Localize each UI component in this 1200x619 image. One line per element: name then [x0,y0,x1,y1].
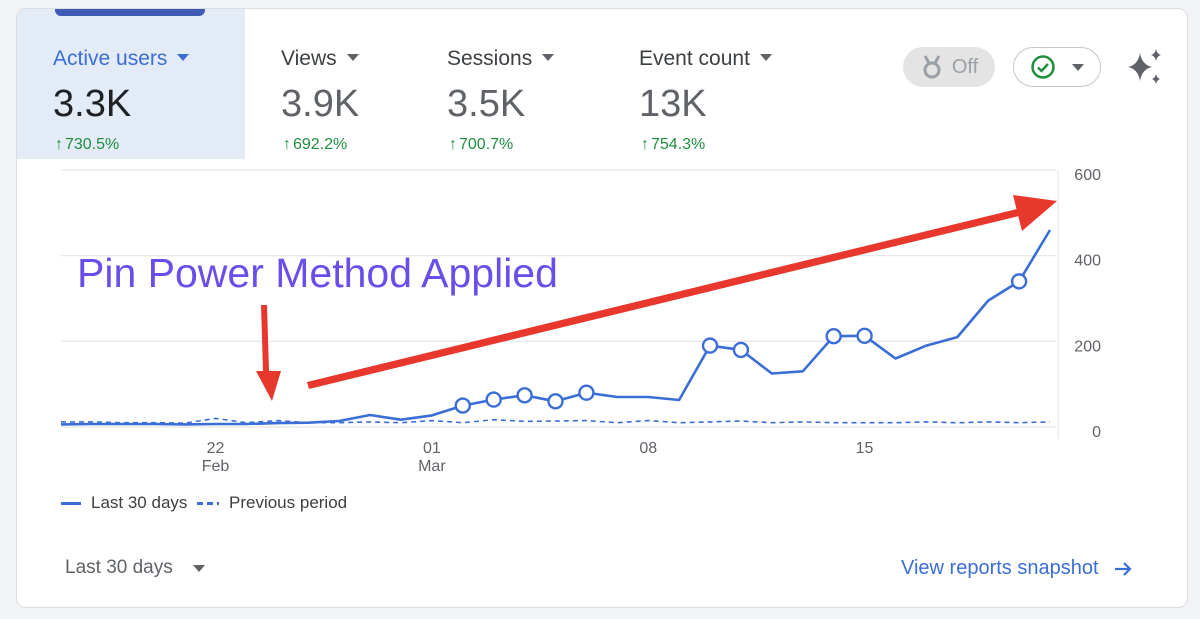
metric-value: 3.5K [447,83,526,125]
sparkle-icon[interactable] [1125,47,1165,87]
metric-tab-sessions[interactable]: Sessions 3.5K ↑ 700.7% [415,9,605,159]
arrow-up-icon: ↑ [55,136,63,153]
x-tick-month-label: Feb [202,458,230,475]
metric-change: ↑ 730.5% [55,136,120,153]
y-tick-label: 0 [1092,424,1101,441]
solid-line-swatch [61,501,81,505]
annotation-trend-arrow-shaft [307,209,1019,389]
metric-label: Active users [53,47,190,71]
metric-tab-views[interactable]: Views 3.9K ↑ 692.2% [245,9,415,159]
link-label: View reports snapshot [901,557,1099,579]
data-point-marker [516,387,533,404]
metric-tab-event-count[interactable]: Event count 13K ↑ 754.3% [605,9,805,159]
metric-value: 3.9K [281,83,360,125]
chevron-down-icon [542,53,555,61]
award-medal-icon [923,55,941,79]
arrow-up-icon: ↑ [449,136,457,153]
data-point-marker [856,327,873,344]
benchmark-toggle[interactable]: Off [903,47,995,87]
data-point-marker [485,391,502,408]
metric-change: ↑ 700.7% [449,136,514,153]
view-reports-snapshot-link[interactable]: View reports snapshot [901,557,1133,580]
legend-item-previous[interactable]: Previous period [197,493,347,513]
arrow-right-icon [1114,561,1132,576]
x-tick-label: 15 [856,440,874,457]
annotation-text: Pin Power Method Applied [77,250,558,296]
series-line-previous-period [61,417,1051,424]
data-point-marker [701,337,719,354]
date-range-dropdown[interactable]: Last 30 days [65,557,205,579]
x-tick-label: 22 [207,440,225,457]
y-tick-label: 600 [1074,167,1101,184]
data-point-marker [547,393,564,410]
metric-change: ↑ 692.2% [283,136,348,153]
metric-tab-active-users[interactable]: Active users 3.3K ↑ 730.5% [17,9,245,159]
x-tick-month-label: Mar [418,458,446,475]
chevron-down-icon [177,53,190,61]
data-point-marker [732,341,750,359]
arrow-up-icon: ↑ [641,136,649,153]
analytics-card: Active users 3.3K ↑ 730.5% Views 3.9K ↑ 69… [16,8,1188,608]
toggle-label: Off [951,55,979,78]
active-tab-indicator [55,9,205,16]
metric-change: ↑ 754.3% [641,136,706,153]
data-point-marker [578,384,595,401]
metric-label: Views [281,47,359,71]
dashed-line-swatch [197,501,219,505]
data-point-marker [1010,273,1028,290]
data-quality-dropdown[interactable] [1013,47,1101,87]
y-tick-label: 200 [1074,338,1101,355]
metric-value: 3.3K [53,83,132,125]
metric-value: 13K [639,83,707,125]
annotation-down-arrow [256,305,281,401]
arrow-up-icon: ↑ [283,136,291,153]
metric-label: Event count [639,47,772,71]
chevron-down-icon [1072,63,1084,71]
legend-label: Previous period [229,493,348,512]
chevron-down-icon [759,53,772,61]
x-tick-label: 01 [423,440,441,457]
metric-label: Sessions [447,47,555,71]
date-range-label: Last 30 days [65,557,173,578]
annotation-trend-arrow-head [1013,195,1057,231]
data-point-marker [454,397,471,414]
chevron-down-icon [346,53,359,61]
legend-label: Last 30 days [91,493,188,512]
data-point-marker [825,327,842,345]
x-tick-label: 08 [639,440,657,457]
legend-item-current[interactable]: Last 30 days [61,493,187,513]
y-tick-label: 400 [1074,253,1101,270]
chevron-down-icon [192,564,205,572]
check-circle-icon [1031,55,1055,79]
